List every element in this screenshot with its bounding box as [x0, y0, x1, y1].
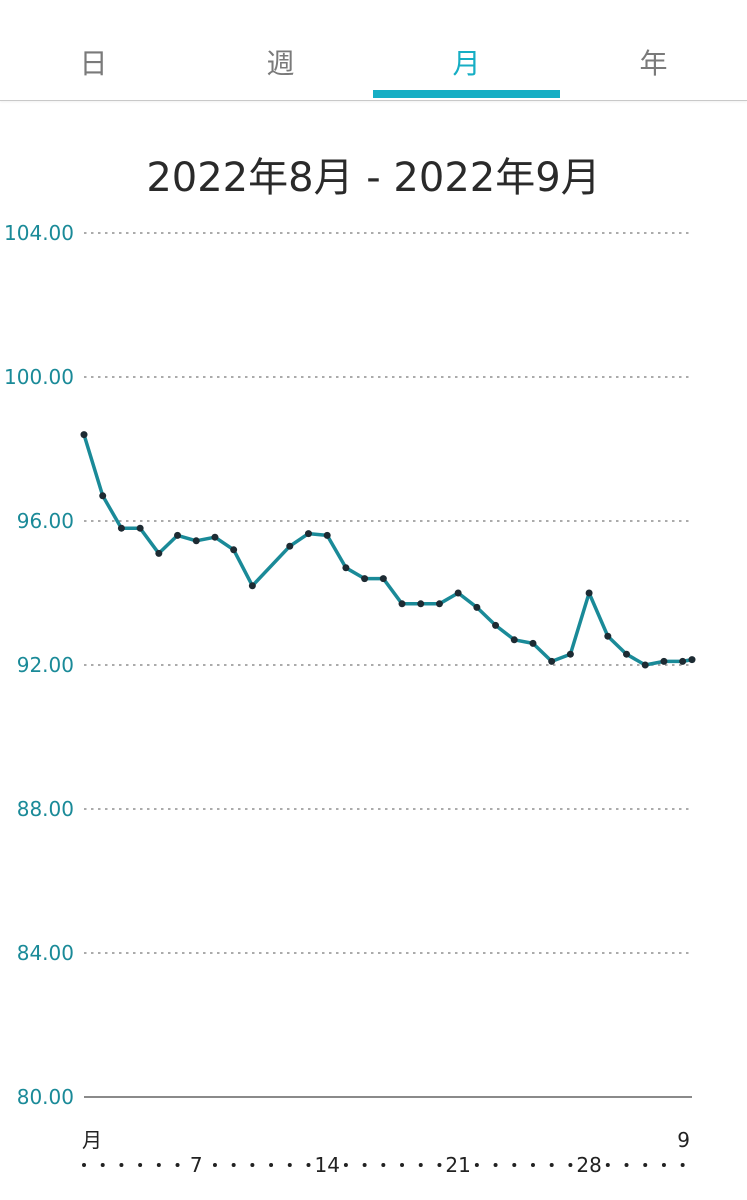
- x-day-dot: [530, 1163, 535, 1167]
- x-tick-label: 7: [190, 1153, 203, 1177]
- x-day-dot: [306, 1163, 311, 1167]
- x-day-dot: [287, 1163, 292, 1167]
- x-tick-label: 14: [314, 1153, 339, 1177]
- period-tab-bar: 日 週 月 年: [0, 0, 747, 101]
- active-tab-indicator: [373, 90, 560, 98]
- period-title: 2022年8月 - 2022年9月: [146, 155, 601, 201]
- data-point: [174, 531, 182, 539]
- y-tick-label: 92.00: [17, 653, 74, 677]
- data-point: [529, 639, 537, 647]
- data-point: [342, 564, 350, 572]
- y-tick-label: 80.00: [17, 1085, 74, 1109]
- data-point: [304, 530, 312, 538]
- y-tick-label: 88.00: [17, 797, 74, 821]
- data-point: [454, 589, 462, 597]
- x-day-dot: [119, 1163, 124, 1167]
- data-point: [623, 650, 631, 658]
- x-day-dot: [343, 1163, 348, 1167]
- y-tick-label: 100.00: [4, 365, 74, 389]
- x-day-dot: [605, 1163, 610, 1167]
- x-tick-label: 28: [576, 1153, 601, 1177]
- x-day-dot: [512, 1163, 517, 1167]
- data-point: [323, 531, 331, 539]
- x-day-dot: [250, 1163, 255, 1167]
- tab-year[interactable]: 年: [639, 47, 668, 80]
- data-point: [641, 661, 649, 669]
- data-point: [473, 603, 481, 611]
- x-day-dot: [624, 1163, 629, 1167]
- x-day-dot: [212, 1163, 217, 1167]
- x-day-dot: [493, 1163, 498, 1167]
- data-point: [435, 600, 443, 608]
- x-day-dot: [381, 1163, 386, 1167]
- x-day-dot: [82, 1163, 86, 1167]
- data-point: [417, 600, 425, 608]
- x-day-dot: [549, 1163, 554, 1167]
- y-tick-label: 104.00: [4, 221, 74, 245]
- data-point: [660, 657, 668, 665]
- x-day-dot: [643, 1163, 648, 1167]
- x-end-month-label: 9: [677, 1128, 690, 1152]
- x-day-dot: [680, 1163, 685, 1167]
- data-point: [379, 575, 387, 583]
- data-point: [230, 546, 238, 554]
- data-point: [566, 650, 574, 658]
- x-day-dot: [474, 1163, 479, 1167]
- data-point: [361, 575, 369, 583]
- data-point: [688, 656, 696, 664]
- series-line: [82, 432, 694, 667]
- data-point: [211, 533, 219, 541]
- data-point: [192, 537, 200, 545]
- data-point: [492, 621, 500, 629]
- data-point: [136, 524, 144, 532]
- data-point: [80, 431, 88, 439]
- x-tick-label: 21: [445, 1153, 470, 1177]
- x-day-dot: [175, 1163, 180, 1167]
- y-tick-label: 84.00: [17, 941, 74, 965]
- data-point: [99, 492, 107, 500]
- x-day-dot: [437, 1163, 442, 1167]
- data-point: [117, 524, 125, 532]
- tab-week[interactable]: 週: [266, 47, 295, 80]
- data-point: [679, 657, 687, 665]
- x-day-dot: [418, 1163, 423, 1167]
- x-day-dot: [100, 1163, 105, 1167]
- x-day-dot: [231, 1163, 236, 1167]
- y-tick-label: 96.00: [17, 509, 74, 533]
- tab-month[interactable]: 月: [452, 47, 481, 80]
- data-point: [286, 542, 294, 550]
- x-day-dot: [568, 1163, 573, 1167]
- x-day-dot: [138, 1163, 143, 1167]
- x-day-dot: [661, 1163, 666, 1167]
- x-day-dot: [400, 1163, 405, 1167]
- data-point: [585, 589, 593, 597]
- data-point: [155, 549, 163, 557]
- data-point: [548, 657, 556, 665]
- data-point: [604, 632, 612, 640]
- data-point: [510, 636, 518, 644]
- x-day-dot: [156, 1163, 161, 1167]
- x-day-dot: [269, 1163, 274, 1167]
- data-point: [398, 600, 406, 608]
- x-start-month-label: 月: [82, 1128, 102, 1152]
- tab-day[interactable]: 日: [79, 47, 108, 80]
- data-point: [248, 582, 256, 590]
- x-day-dot: [362, 1163, 367, 1167]
